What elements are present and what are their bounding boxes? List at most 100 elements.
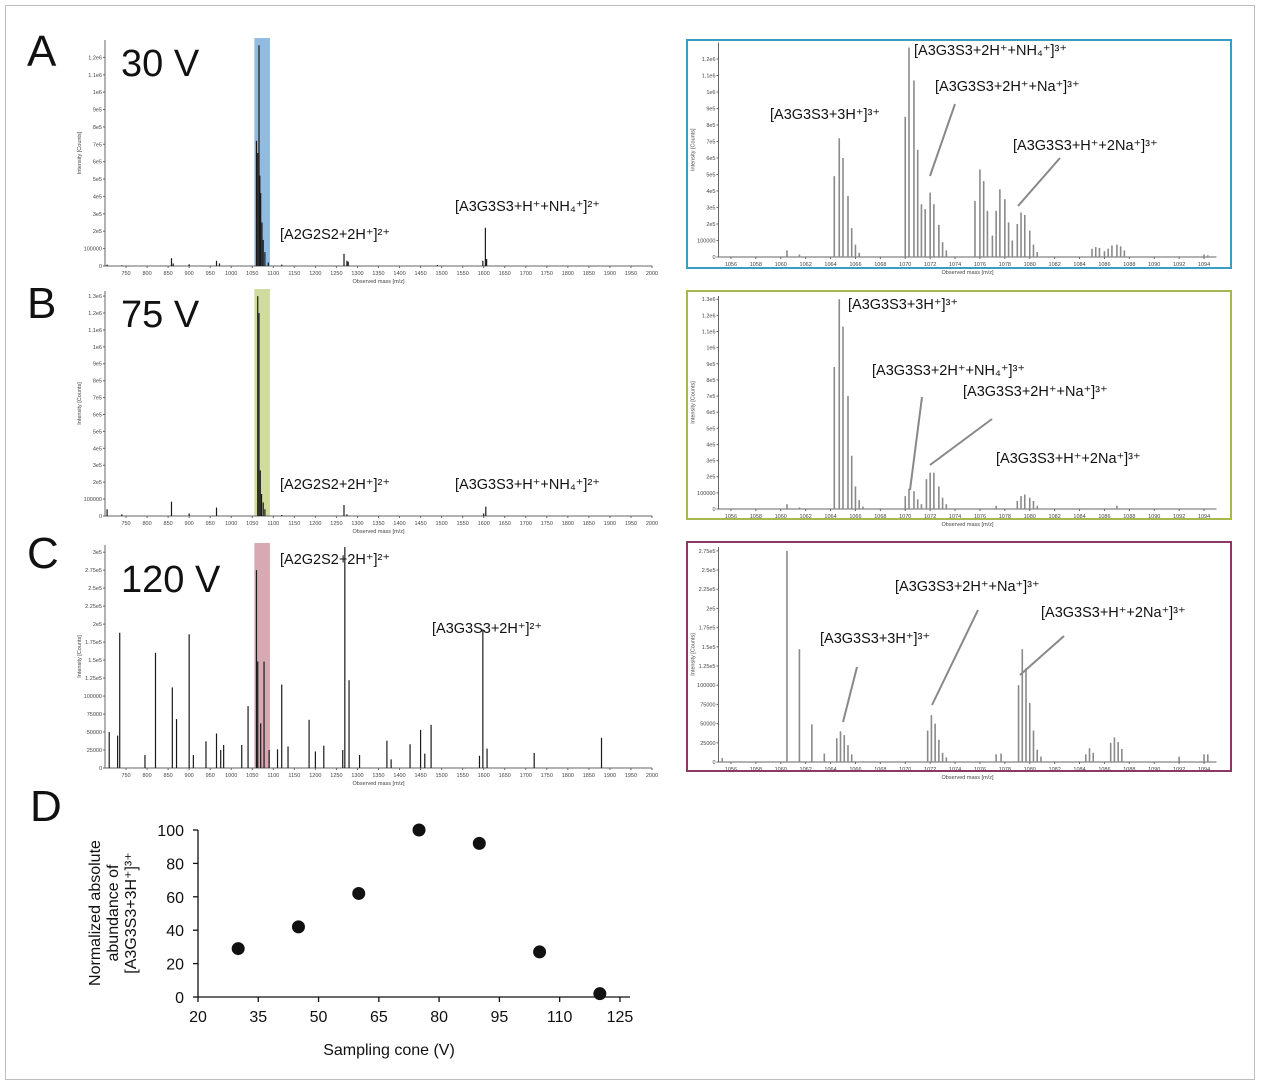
y-tick-label: 2e5 (706, 606, 715, 612)
x-tick-label: 900 (185, 271, 194, 277)
zoom-box-a (686, 39, 1232, 269)
y-tick-label: 0 (175, 990, 184, 1007)
annotation-a3g3s3-2h-2plus: [A3G3S3+2H⁺]²⁺ (432, 621, 543, 637)
x-tick-label: 950 (206, 773, 215, 779)
data-point (291, 920, 305, 934)
y-tick-label: 9e5 (706, 362, 715, 368)
x-axis-label: Sampling cone (V) (323, 1042, 455, 1059)
annotation-2h-nh4: [A3G3S3+2H⁺+NH₄⁺]³⁺ (914, 43, 1067, 59)
x-tick-label: 1350 (372, 773, 384, 779)
x-tick-label: 1800 (562, 521, 574, 527)
y-tick-label: 4e5 (93, 446, 102, 452)
x-tick-label: 1450 (414, 521, 426, 527)
x-tick-label: 1400 (393, 773, 405, 779)
annotation-a2g2s2: [A2G2S2+2H⁺]²⁺ (280, 227, 391, 243)
x-tick-label: 1000 (225, 521, 237, 527)
x-tick-label: 110 (547, 1009, 573, 1026)
x-tick-label: 1400 (393, 521, 405, 527)
y-axis-label: Intensity [Counts] (691, 128, 697, 171)
x-tick-label: 1100 (267, 271, 279, 277)
x-tick-label: 1950 (625, 521, 637, 527)
annotation-h-2na: [A3G3S3+H⁺+2Na⁺]³⁺ (1013, 138, 1158, 154)
y-tick-label: 5e5 (706, 173, 715, 179)
leader-line (929, 418, 993, 466)
y-tick-label: 1.1e6 (88, 73, 102, 79)
x-tick-label: 1100 (267, 773, 279, 779)
x-tick-label: 1550 (457, 773, 469, 779)
y-tick-label: 50000 (87, 730, 102, 736)
x-tick-label: 1500 (435, 521, 447, 527)
x-tick-label: 2000 (646, 521, 658, 527)
x-axis-label: Observed mass [m/z] (942, 775, 994, 781)
x-tick-label: 2000 (646, 271, 658, 277)
highlight-region (254, 289, 270, 516)
y-tick-label: 2.25e5 (85, 604, 102, 610)
y-tick-label: 25000 (87, 748, 102, 754)
y-tick-label: 1e6 (706, 90, 715, 96)
x-tick-label: 1058 (750, 262, 762, 268)
x-tick-label: 900 (185, 521, 194, 527)
x-tick-label: 1070 (899, 262, 911, 268)
y-tick-label: 1.25e5 (85, 676, 102, 682)
x-tick-label: 1150 (288, 773, 300, 779)
x-tick-label: 1062 (800, 262, 812, 268)
y-tick-label: 100000 (84, 497, 102, 503)
spectrum-B_zoom: 1056 1058 1060 1062 1064 1066 1068 1070 1072 1074… (691, 296, 1217, 528)
x-tick-label: 1066 (849, 514, 861, 520)
x-tick-label: 1800 (562, 773, 574, 779)
x-tick-label: 1150 (288, 521, 300, 527)
x-tick-label: 1900 (604, 521, 616, 527)
y-tick-label: 1.2e6 (88, 55, 102, 61)
x-tick-label: 1800 (562, 271, 574, 277)
y-axis-label: Intensity [Counts] (691, 633, 697, 676)
annotation-3h: [A3G3S3+3H⁺]³⁺ (820, 631, 931, 647)
x-tick-label: 1094 (1198, 514, 1210, 520)
y-axis-label: Intensity [Counts] (77, 635, 83, 678)
x-tick-label: 1066 (849, 262, 861, 268)
x-tick-label: 1500 (435, 773, 447, 779)
y-tick-label: 6e5 (93, 160, 102, 166)
y-axis-label-line: [A3G3S3+3H⁺]³⁺ (123, 852, 140, 973)
x-tick-label: 1068 (874, 262, 886, 268)
x-tick-label: 1078 (999, 262, 1011, 268)
y-tick-label: 100000 (84, 694, 102, 700)
leader-line (1019, 635, 1065, 676)
y-tick-label: 2.5e5 (88, 586, 102, 592)
y-tick-label: 1.5e5 (88, 658, 102, 664)
y-tick-label: 2e5 (93, 622, 102, 628)
x-tick-label: 65 (370, 1009, 388, 1026)
x-tick-label: 1082 (1049, 262, 1061, 268)
x-tick-label: 1058 (750, 514, 762, 520)
y-tick-label: 1e6 (93, 90, 102, 96)
figure-frame (5, 5, 1255, 1080)
x-tick-label: 1750 (541, 521, 553, 527)
y-tick-label: 2.75e5 (699, 549, 716, 555)
x-tick-label: 1072 (924, 514, 936, 520)
y-tick-label: 9e5 (93, 108, 102, 114)
x-tick-label: 1064 (824, 514, 836, 520)
x-tick-label: 1300 (351, 271, 363, 277)
x-tick-label: 1074 (949, 262, 961, 268)
x-tick-label: 1092 (1173, 262, 1185, 268)
data-point (593, 987, 607, 1001)
y-tick-label: 100000 (697, 491, 715, 497)
x-tick-label: 950 (206, 271, 215, 277)
x-tick-label: 1600 (478, 521, 490, 527)
x-tick-label: 1064 (824, 262, 836, 268)
x-tick-label: 1086 (1098, 514, 1110, 520)
x-tick-label: 1600 (478, 773, 490, 779)
y-tick-label: 1e6 (706, 346, 715, 352)
panel-letter-c: C (27, 529, 59, 578)
leader-line (1017, 157, 1061, 207)
y-tick-label: 0 (99, 264, 102, 270)
spectrum-A_full: 750 800 850 900 950 1000 1050 1100 1150 1200 1250 1… (77, 38, 658, 285)
y-tick-label: 4e5 (706, 189, 715, 195)
y-tick-label: 4e5 (93, 194, 102, 200)
x-tick-label: 1072 (924, 262, 936, 268)
x-tick-label: 1086 (1098, 262, 1110, 268)
x-tick-label: 1750 (541, 773, 553, 779)
x-tick-label: 1850 (583, 271, 595, 277)
x-tick-label: 1000 (225, 773, 237, 779)
x-axis-label: Observed mass [m/z] (942, 270, 994, 276)
y-tick-label: 5e5 (93, 177, 102, 183)
